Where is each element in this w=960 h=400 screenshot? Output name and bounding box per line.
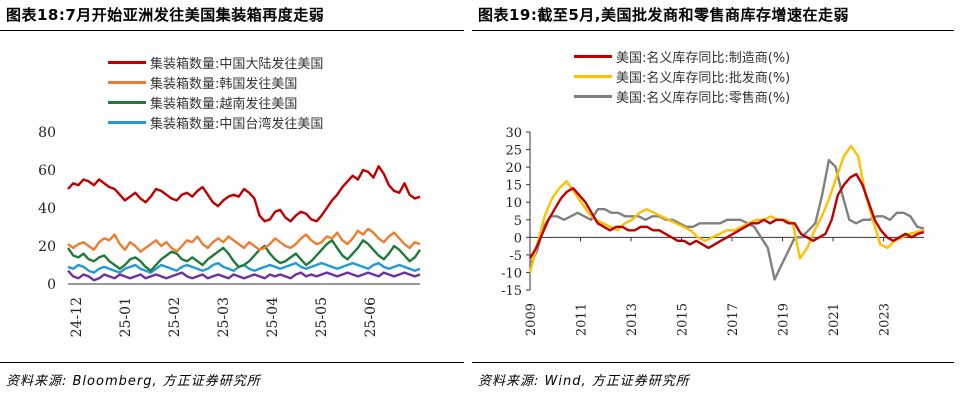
y-tick-label: 0 [47, 277, 56, 293]
legend-swatch [108, 120, 146, 124]
x-tick-label: 25-05 [314, 297, 330, 337]
legend-item: 集装箱数量:韩国发往美国 [108, 72, 323, 92]
series-line [67, 227, 421, 253]
chart-title: 图表18:7月开始亚洲发往美国集装箱再度走弱 [6, 6, 325, 24]
legend-label: 集装箱数量:中国大陆发往美国 [150, 56, 324, 72]
y-tick-label: 30 [505, 126, 522, 141]
chart-source: 资料来源: Wind, 方正证券研究所 [478, 374, 690, 389]
series-line [528, 172, 925, 260]
legend-label: 集装箱数量:越南发往美国 [150, 96, 298, 112]
x-tick-label: 25-02 [167, 297, 183, 337]
legend-item: 美国:名义库存同比:批发商(%) [574, 66, 790, 86]
series-line [67, 164, 421, 223]
legend-item: 美国:名义库存同比:制造商(%) [574, 46, 790, 66]
legend-swatch [574, 74, 612, 78]
legend-label: 集装箱数量:韩国发往美国 [150, 76, 298, 92]
x-tick-label: 2015 [676, 303, 691, 336]
legend-item: 集装箱数量:越南发往美国 [108, 92, 323, 112]
y-tick-label: -5 [509, 249, 522, 264]
chart-legend: 集装箱数量:中国大陆发往美国 集装箱数量:韩国发往美国 集装箱数量:越南发往美国集装… [108, 52, 323, 132]
legend-swatch [108, 100, 146, 104]
y-tick-label: 15 [505, 179, 522, 194]
title-rule [472, 30, 954, 31]
x-tick-label: 2011 [575, 303, 590, 336]
x-tick-label: 24-12 [69, 297, 85, 337]
title-rule [0, 30, 464, 31]
legend-item: 集装箱数量:中国大陆发往美国 [108, 52, 323, 72]
x-tick-label: 25-04 [265, 297, 281, 337]
x-tick-label: 25-03 [216, 297, 232, 337]
legend-item: 集装箱数量:中国台湾发往美国 [108, 112, 323, 132]
legend-swatch [574, 54, 612, 58]
chart-panel-containers: 图表18:7月开始亚洲发往美国集装箱再度走弱 0 20 40 60 80 24-12 25-… [0, 0, 470, 400]
legend-item: 美国:名义库存同比:零售商(%) [574, 86, 790, 106]
y-tick-label: 20 [505, 161, 522, 176]
x-tick-label: 2021 [827, 303, 842, 336]
legend-swatch [108, 60, 146, 64]
legend-swatch [574, 94, 612, 98]
legend-label: 集装箱数量:中国台湾发往美国 [150, 116, 324, 132]
x-tick-label: 2013 [625, 303, 640, 336]
chart-title: 图表19:截至5月,美国批发商和零售商库存增速在走弱 [478, 6, 850, 24]
chart-legend: 美国:名义库存同比:制造商(%) 美国:名义库存同比:批发商(%) 美国:名义库存同… [574, 46, 790, 106]
x-tick-label: 25-06 [363, 297, 379, 337]
chart-panel-inventory: 图表19:截至5月,美国批发商和零售商库存增速在走弱 -15 -10 -5 0 5 10 1… [472, 0, 960, 400]
x-tick-label: 2009 [524, 303, 539, 336]
legend-label: 美国:名义库存同比:制造商(%) [616, 50, 791, 66]
source-rule [472, 362, 954, 363]
container-chart: 0 20 40 60 80 24-12 25-01 25-02 25-03 25-04 25-05 2… [38, 125, 421, 337]
x-tick-label: 25-01 [118, 297, 134, 337]
legend-swatch [108, 80, 146, 84]
source-rule [0, 362, 464, 363]
series-line [67, 239, 421, 272]
chart-source: 资料来源: Bloomberg, 方正证券研究所 [6, 374, 261, 389]
y-tick-label: -10 [501, 266, 522, 281]
y-tick-label: 10 [505, 196, 522, 211]
x-tick-label: 2017 [726, 303, 741, 336]
y-tick-label: 60 [38, 163, 56, 179]
y-tick-label: 40 [38, 201, 56, 217]
series-line [528, 158, 925, 281]
y-tick-label: 20 [38, 239, 56, 255]
y-tick-label: 80 [38, 125, 56, 141]
y-tick-label: -15 [501, 284, 522, 299]
y-tick-label: 0 [514, 231, 522, 246]
legend-label: 美国:名义库存同比:批发商(%) [616, 70, 791, 86]
y-tick-label: 5 [514, 214, 522, 229]
legend-label: 美国:名义库存同比:零售商(%) [616, 90, 791, 106]
inventory-chart: -15 -10 -5 0 5 10 15 20 25 30 2009 2011 2013 2015 2017… [501, 126, 925, 336]
y-tick-label: 25 [505, 144, 522, 159]
x-tick-label: 2019 [777, 303, 792, 336]
x-tick-label: 2023 [878, 303, 893, 336]
series-line [67, 269, 421, 282]
